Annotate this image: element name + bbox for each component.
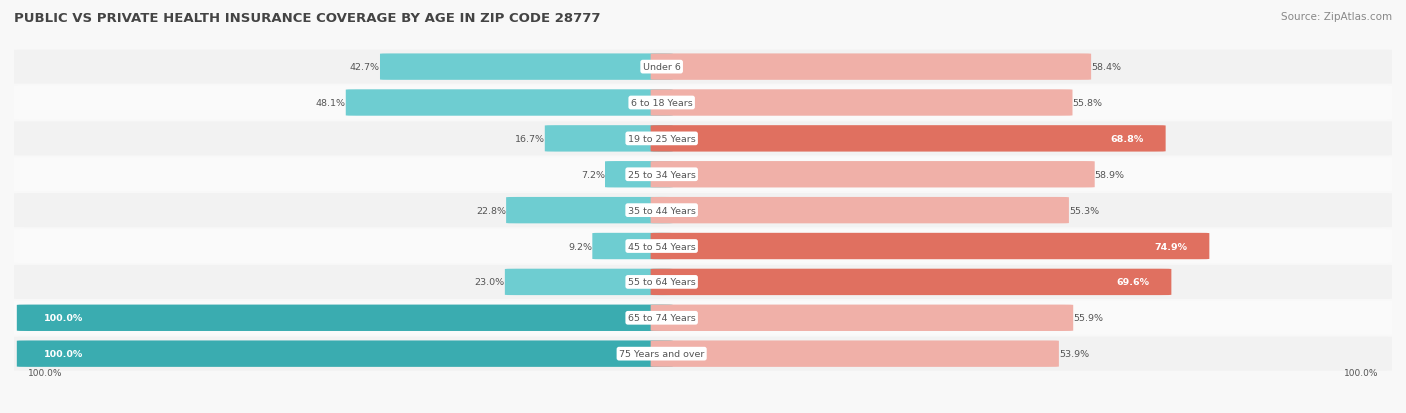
- FancyBboxPatch shape: [651, 161, 1095, 188]
- FancyBboxPatch shape: [651, 269, 1171, 295]
- FancyBboxPatch shape: [7, 194, 1399, 228]
- Text: 35 to 44 Years: 35 to 44 Years: [627, 206, 696, 215]
- FancyBboxPatch shape: [506, 197, 672, 224]
- Text: 68.8%: 68.8%: [1111, 135, 1143, 144]
- FancyBboxPatch shape: [17, 341, 672, 367]
- FancyBboxPatch shape: [7, 50, 1399, 85]
- FancyBboxPatch shape: [651, 90, 1073, 116]
- FancyBboxPatch shape: [605, 161, 672, 188]
- FancyBboxPatch shape: [7, 230, 1399, 263]
- Text: 45 to 54 Years: 45 to 54 Years: [628, 242, 696, 251]
- FancyBboxPatch shape: [7, 122, 1399, 156]
- FancyBboxPatch shape: [651, 305, 1073, 331]
- Text: 23.0%: 23.0%: [475, 278, 505, 287]
- Text: 7.2%: 7.2%: [581, 170, 605, 179]
- Text: 9.2%: 9.2%: [568, 242, 592, 251]
- Text: Source: ZipAtlas.com: Source: ZipAtlas.com: [1281, 12, 1392, 22]
- Text: 42.7%: 42.7%: [350, 63, 380, 72]
- Text: 69.6%: 69.6%: [1116, 278, 1149, 287]
- Text: 25 to 34 Years: 25 to 34 Years: [627, 170, 696, 179]
- Text: 65 to 74 Years: 65 to 74 Years: [628, 313, 696, 323]
- Text: 16.7%: 16.7%: [515, 135, 544, 144]
- Text: 53.9%: 53.9%: [1059, 349, 1090, 358]
- FancyBboxPatch shape: [7, 337, 1399, 371]
- FancyBboxPatch shape: [651, 341, 1059, 367]
- FancyBboxPatch shape: [346, 90, 672, 116]
- Text: 75 Years and over: 75 Years and over: [619, 349, 704, 358]
- Text: PUBLIC VS PRIVATE HEALTH INSURANCE COVERAGE BY AGE IN ZIP CODE 28777: PUBLIC VS PRIVATE HEALTH INSURANCE COVER…: [14, 12, 600, 25]
- FancyBboxPatch shape: [505, 269, 672, 295]
- FancyBboxPatch shape: [7, 301, 1399, 335]
- FancyBboxPatch shape: [544, 126, 672, 152]
- Text: Under 6: Under 6: [643, 63, 681, 72]
- FancyBboxPatch shape: [17, 305, 672, 331]
- Text: 58.9%: 58.9%: [1095, 170, 1125, 179]
- Text: 6 to 18 Years: 6 to 18 Years: [631, 99, 693, 108]
- FancyBboxPatch shape: [7, 158, 1399, 192]
- Text: 100.0%: 100.0%: [45, 349, 83, 358]
- Text: 55.3%: 55.3%: [1069, 206, 1099, 215]
- Text: 22.8%: 22.8%: [477, 206, 506, 215]
- Text: 55.9%: 55.9%: [1073, 313, 1104, 323]
- Text: 48.1%: 48.1%: [316, 99, 346, 108]
- FancyBboxPatch shape: [592, 233, 672, 260]
- Text: 74.9%: 74.9%: [1154, 242, 1187, 251]
- FancyBboxPatch shape: [651, 197, 1069, 224]
- Text: 100.0%: 100.0%: [28, 368, 62, 377]
- Text: 19 to 25 Years: 19 to 25 Years: [628, 135, 696, 144]
- FancyBboxPatch shape: [380, 54, 672, 81]
- FancyBboxPatch shape: [651, 54, 1091, 81]
- Text: 100.0%: 100.0%: [45, 313, 83, 323]
- Text: 100.0%: 100.0%: [1344, 368, 1378, 377]
- FancyBboxPatch shape: [651, 233, 1209, 260]
- Text: 55 to 64 Years: 55 to 64 Years: [628, 278, 696, 287]
- Text: 58.4%: 58.4%: [1091, 63, 1121, 72]
- FancyBboxPatch shape: [7, 265, 1399, 299]
- FancyBboxPatch shape: [651, 126, 1166, 152]
- Text: 55.8%: 55.8%: [1073, 99, 1102, 108]
- FancyBboxPatch shape: [7, 86, 1399, 120]
